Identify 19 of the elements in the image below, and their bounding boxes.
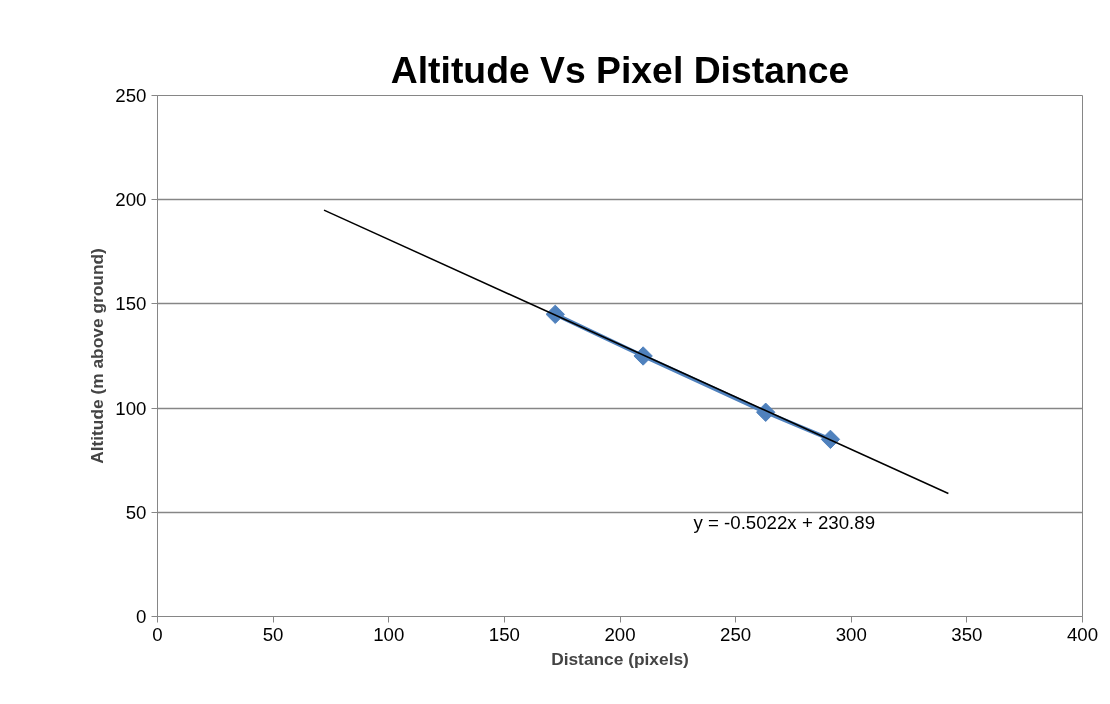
y-tick-label: 50 [125,501,147,523]
y-tick-label: 0 [136,606,147,627]
x-axis-title: Distance (pixels) [551,648,689,669]
y-tick-label: 200 [115,189,147,211]
y-tick-label: 250 [115,85,147,106]
x-tick-label: 150 [488,623,520,645]
x-tick-label: 100 [373,623,405,645]
x-tick-label: 400 [1066,623,1099,645]
x-tick-label: 250 [720,623,752,645]
x-tick-label: 50 [262,623,284,645]
x-tick-label: 350 [951,623,983,645]
annotation: y = -0.5022x + 230.89 [693,512,876,533]
y-tick-label: 100 [115,397,147,419]
x-tick-label: 200 [604,623,636,645]
y-tick-label: 150 [115,293,147,315]
x-tick-label: 300 [835,623,867,645]
x-tick-label: 0 [152,623,163,645]
y-axis-title: Altitude (m above ground) [87,248,108,464]
chart-title: Altitude Vs Pixel Distance [390,48,850,91]
